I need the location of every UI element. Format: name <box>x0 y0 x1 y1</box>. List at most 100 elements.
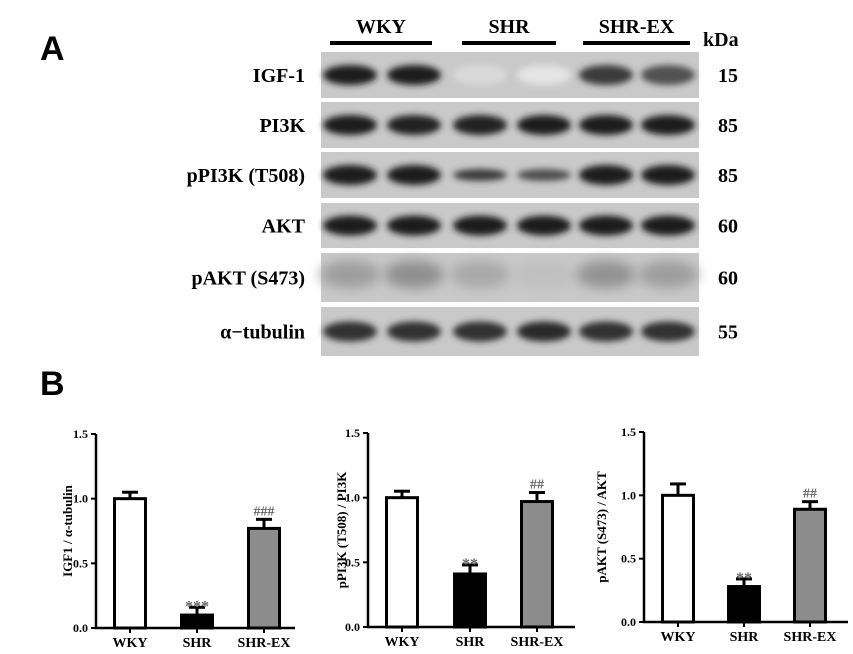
band <box>517 215 571 236</box>
blot-row: AKT 60 <box>262 203 738 248</box>
band <box>323 65 377 85</box>
blot-row: α−tubulin 55 <box>220 307 738 356</box>
protein-label: IGF-1 <box>253 65 305 87</box>
y-tick-label: 0.0 <box>621 615 636 629</box>
y-tick-label: 0.0 <box>345 620 360 634</box>
protein-label: AKT <box>262 216 306 238</box>
band <box>641 165 695 185</box>
blot-row: pAKT (S473) 60 <box>191 253 738 302</box>
blot-strip <box>321 253 699 302</box>
group-label: WKY <box>356 16 407 38</box>
group-bar <box>462 41 556 45</box>
band <box>641 115 695 135</box>
band <box>387 321 441 342</box>
bar-wky <box>113 497 147 630</box>
band <box>514 260 574 289</box>
band <box>387 65 441 85</box>
band <box>579 115 633 135</box>
band <box>517 65 571 85</box>
band <box>641 215 695 236</box>
chart-2: WKY ** SHR ## SHR-EX 0.0 0.5 1.0 1.5 pPI3K (T508)… <box>334 426 575 650</box>
y-tick-label: 0.5 <box>621 552 636 566</box>
band <box>517 115 571 135</box>
band <box>384 260 444 289</box>
y-tick-label: 0.5 <box>345 555 360 569</box>
blot-strip <box>321 52 699 98</box>
band <box>320 260 380 289</box>
y-axis-label: pPI3K (T508) / PI3K <box>334 471 349 589</box>
band <box>579 321 633 342</box>
y-tick-label: 0.0 <box>73 621 88 635</box>
band <box>323 115 377 135</box>
blot-strip <box>321 152 699 198</box>
protein-label: pAKT (S473) <box>191 268 305 290</box>
x-tick-label: WKY <box>113 636 148 651</box>
x-tick-label: SHR-EX <box>511 635 564 650</box>
group-label: SHR-EX <box>599 16 675 38</box>
protein-label: pPI3K (T508) <box>187 165 305 187</box>
group-label: SHR <box>488 16 530 38</box>
group-bar <box>583 41 690 45</box>
y-tick-label: 1.0 <box>73 492 88 506</box>
x-tick-label: SHR <box>730 630 760 645</box>
band <box>517 321 571 342</box>
significance-annotation: ** <box>462 556 478 573</box>
chart-1: WKY *** SHR ### SHR-EX 0.0 0.5 1.0 1.5 IGF1 / α-t… <box>60 427 295 651</box>
bar-shr-ex <box>520 500 554 629</box>
y-tick-label: 1.5 <box>621 425 636 439</box>
x-tick-label: SHR <box>183 636 213 651</box>
x-tick-label: WKY <box>661 630 696 645</box>
x-tick-label: SHR-EX <box>784 630 837 645</box>
blot-strip <box>321 307 699 356</box>
bar-wky <box>661 493 695 624</box>
band <box>579 65 633 85</box>
kda-value: 60 <box>718 268 738 290</box>
protein-label: α−tubulin <box>220 322 305 344</box>
band <box>323 165 377 185</box>
y-axis-label: pAKT (S473) / AKT <box>594 471 609 583</box>
band <box>387 115 441 135</box>
blot-row: PI3K 85 <box>259 102 738 148</box>
band <box>579 215 633 236</box>
band <box>453 65 507 85</box>
band <box>576 260 636 289</box>
panel-a-label: A <box>40 30 65 68</box>
band <box>450 260 510 289</box>
y-tick-label: 1.0 <box>621 488 636 502</box>
band <box>387 215 441 236</box>
band <box>641 65 695 85</box>
group-bar <box>330 41 432 45</box>
y-axis-label: IGF1 / α-tubulin <box>60 484 75 577</box>
x-tick-label: SHR-EX <box>238 636 291 651</box>
x-tick-label: SHR <box>456 635 486 650</box>
kda-value: 15 <box>718 65 738 87</box>
y-tick-label: 1.0 <box>345 491 360 505</box>
blot-strip <box>321 203 699 248</box>
bar-shr-ex <box>793 507 827 624</box>
kda-value: 85 <box>718 165 738 187</box>
kda-value: 85 <box>718 115 738 137</box>
kda-value: 55 <box>718 322 738 344</box>
band <box>453 115 507 135</box>
blot-strip <box>321 102 699 148</box>
band <box>517 169 571 181</box>
chart-3: WKY ** SHR ## SHR-EX 0.0 0.5 1.0 1.5 pAKT (S473) … <box>594 425 848 645</box>
x-tick-label: WKY <box>385 635 420 650</box>
band <box>323 215 377 236</box>
band <box>579 165 633 185</box>
bar-charts: WKY *** SHR ### SHR-EX 0.0 0.5 1.0 1.5 IGF1 / α-t… <box>60 425 848 651</box>
band <box>323 321 377 342</box>
bar-shr <box>180 613 214 630</box>
band <box>638 260 698 289</box>
band <box>387 165 441 185</box>
panel-b-label: B <box>40 365 65 403</box>
significance-annotation: ** <box>736 570 752 587</box>
kda-header: kDa <box>703 29 739 51</box>
y-tick-label: 1.5 <box>345 426 360 440</box>
band <box>453 215 507 236</box>
blot-row: pPI3K (T508) 85 <box>187 152 738 198</box>
band <box>453 169 507 181</box>
significance-annotation: ### <box>254 504 275 519</box>
band <box>641 321 695 342</box>
